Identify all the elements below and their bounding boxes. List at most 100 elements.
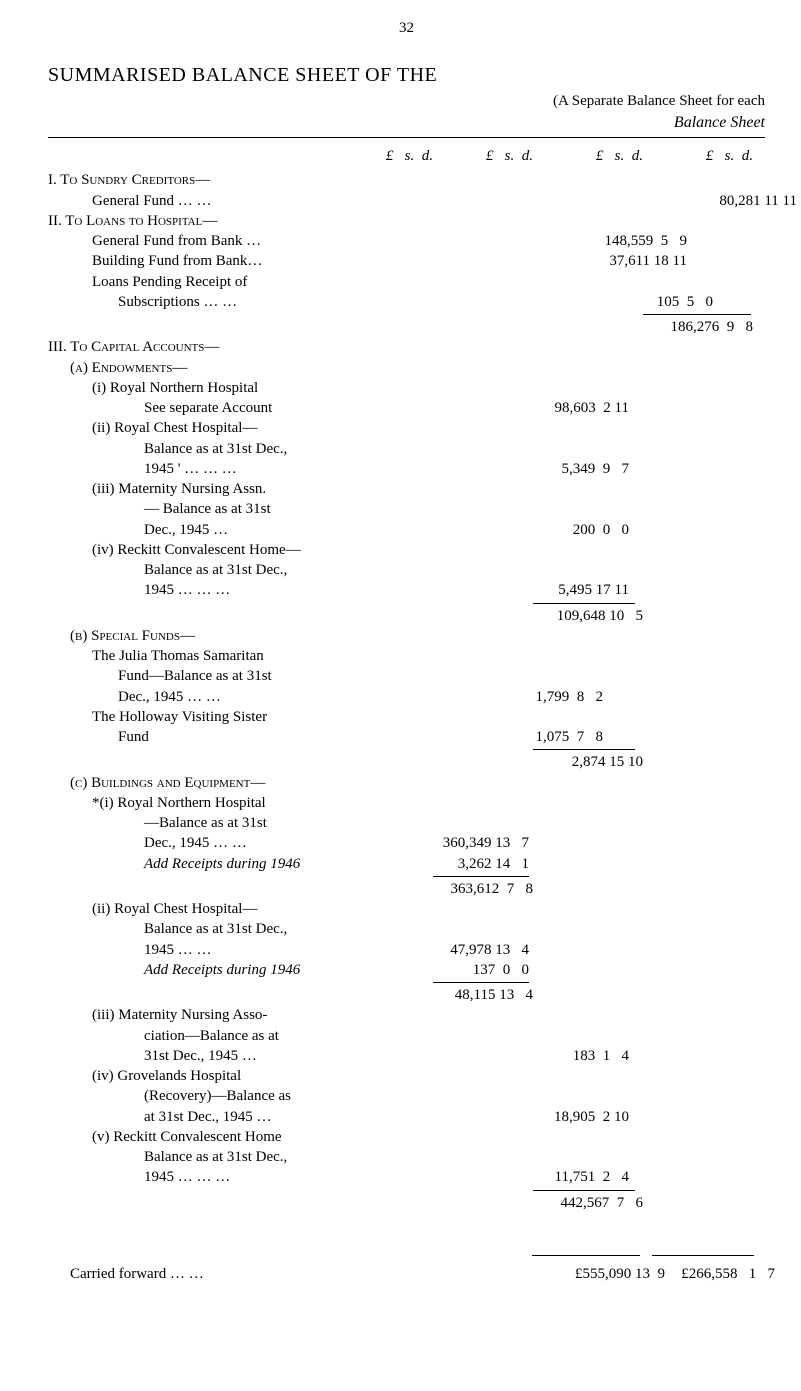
amount: 183 1 4 [529, 1046, 629, 1066]
text: Building Fund from Bank… [48, 251, 382, 271]
b-julia-3: Dec., 1945 … … 1,799 8 2 [48, 687, 765, 707]
subtotal-rule [533, 749, 635, 750]
a-iv: (iv) Reckitt Convalescent Home— [48, 540, 765, 560]
c-i: *(i) Royal Northern Hospital [48, 793, 765, 813]
text: Balance as at 31st Dec., [48, 919, 434, 939]
text: Loans Pending Receipt of [48, 272, 382, 292]
text: Balance as at 31st Dec., [48, 1147, 434, 1167]
b-heading: (b) Special Funds— [48, 626, 765, 646]
c-ii-total: 48,115 13 4 [48, 985, 765, 1005]
text: *(i) Royal Northern Hospital [48, 793, 382, 813]
amount: 48,115 13 4 [433, 985, 533, 1005]
line-bf-bank: Building Fund from Bank… 37,611 18 11 [48, 251, 765, 271]
text: III. To Capital Accounts— [48, 337, 338, 357]
c-ii-1945: 1945 … … 47,978 13 4 [48, 940, 765, 960]
amount: 5,495 17 11 [529, 580, 629, 600]
a-endowments: (a) Endowments— [48, 358, 765, 378]
line-gf-bank: General Fund from Bank … 148,559 5 9 [48, 231, 765, 251]
text: Fund [48, 727, 408, 747]
c-iii: (iii) Maternity Nursing Asso- [48, 1005, 765, 1025]
text: Subscriptions … … [48, 292, 408, 312]
text: (ii) Royal Chest Hospital— [48, 418, 382, 438]
a-i-see: See separate Account 98,603 2 11 [48, 398, 765, 418]
amount: 137 0 0 [434, 960, 529, 980]
subtotal-II: 186,276 9 8 [48, 317, 765, 337]
text: —Balance as at 31st [48, 813, 434, 833]
text: Fund—Balance as at 31st [48, 666, 408, 686]
section-I-heading: I. To Sundry Creditors— [48, 170, 765, 190]
text: at 31st Dec., 1945 … [48, 1107, 434, 1127]
a-ii-bal: Balance as at 31st Dec., [48, 439, 765, 459]
text: Dec., 1945 … … [48, 687, 408, 707]
b-fund: Fund 1,075 7 8 [48, 727, 765, 747]
text: (i) Royal Northern Hospital [48, 378, 382, 398]
a-iii-dec: Dec., 1945 … 200 0 0 [48, 520, 765, 540]
c-iv: (iv) Grovelands Hospital [48, 1066, 765, 1086]
text: (ii) Royal Chest Hospital— [48, 899, 382, 919]
text: Dec., 1945 … [48, 520, 434, 540]
amount: 37,611 18 11 [577, 251, 687, 271]
a-iii-bal: — Balance as at 31st [48, 499, 765, 519]
horizontal-rule [48, 137, 765, 138]
b-total: 2,874 15 10 [48, 752, 765, 772]
col-header-1: £ s. d. [338, 146, 433, 166]
amount: 11,751 2 4 [529, 1167, 629, 1187]
text: 1945 … … … [48, 580, 434, 600]
text: ciation—Balance as at [48, 1026, 434, 1046]
c-v: (v) Reckitt Convalescent Home [48, 1127, 765, 1147]
subtotal-rule [533, 1190, 635, 1191]
a-iv-1945: 1945 … … … 5,495 17 11 [48, 580, 765, 600]
text: I. To Sundry Creditors— [48, 170, 338, 190]
text: The Holloway Visiting Sister [48, 707, 382, 727]
c-v-2: Balance as at 31st Dec., [48, 1147, 765, 1167]
text: 1945 … … [48, 940, 434, 960]
amount: 442,567 7 6 [533, 1193, 643, 1213]
page-number: 32 [48, 18, 765, 38]
text: II. To Loans to Hospital— [48, 211, 338, 231]
a-total: 109,648 10 5 [48, 606, 765, 626]
text: (v) Reckitt Convalescent Home [48, 1127, 382, 1147]
c-iv-3: at 31st Dec., 1945 … 18,905 2 10 [48, 1107, 765, 1127]
c-heading: (c) Buildings and Equipment— [48, 773, 765, 793]
grand-total-rules [48, 1255, 765, 1256]
amount: 3,262 14 1 [434, 854, 529, 874]
amount: 105 5 0 [603, 292, 713, 312]
text: Balance as at 31st Dec., [48, 439, 434, 459]
col-header-2: £ s. d. [433, 146, 533, 166]
column-headers: £ s. d. £ s. d. £ s. d. £ s. d. [48, 144, 765, 170]
amount: 200 0 0 [529, 520, 629, 540]
text: See separate Account [48, 398, 434, 418]
amount: 2,874 15 10 [533, 752, 643, 772]
text: Add Receipts during 1946 [144, 856, 300, 872]
text: (iii) Maternity Nursing Asso- [48, 1005, 382, 1025]
text: 1945 … … … [48, 1167, 434, 1187]
subtotal-rule [643, 314, 751, 315]
amount: 1,799 8 2 [503, 687, 603, 707]
c-i-total: 363,612 7 8 [48, 879, 765, 899]
c-i-bal: —Balance as at 31st [48, 813, 765, 833]
line-general-fund: General Fund … … 80,281 11 11 [48, 191, 765, 211]
c-i-dec: Dec., 1945 … … 360,349 13 7 [48, 833, 765, 853]
line-loans-pending: Loans Pending Receipt of [48, 272, 765, 292]
amount: 360,349 13 7 [434, 833, 529, 853]
c-ii: (ii) Royal Chest Hospital— [48, 899, 765, 919]
text: 1945 ' … … … [48, 459, 434, 479]
subtotal-rule [533, 603, 635, 604]
a-iii: (iii) Maternity Nursing Assn. [48, 479, 765, 499]
text: — Balance as at 31st [48, 499, 434, 519]
c-v-3: 1945 … … … 11,751 2 4 [48, 1167, 765, 1187]
text: General Fund from Bank … [48, 231, 382, 251]
amount: £266,558 1 7 [665, 1264, 775, 1284]
c-total: 442,567 7 6 [48, 1193, 765, 1213]
balance-sheet-label: Balance Sheet [48, 112, 765, 134]
text: (iv) Grovelands Hospital [48, 1066, 382, 1086]
text: 31st Dec., 1945 … [48, 1046, 434, 1066]
amount: 98,603 2 11 [529, 398, 629, 418]
b-holloway: The Holloway Visiting Sister [48, 707, 765, 727]
c-i-add: Add Receipts during 1946 3,262 14 1 [48, 854, 765, 874]
amount: £555,090 13 9 [555, 1264, 665, 1284]
text: (a) Endowments— [48, 358, 360, 378]
amount: 1,075 7 8 [503, 727, 603, 747]
a-iv-bal: Balance as at 31st Dec., [48, 560, 765, 580]
section-II-heading: II. To Loans to Hospital— [48, 211, 765, 231]
